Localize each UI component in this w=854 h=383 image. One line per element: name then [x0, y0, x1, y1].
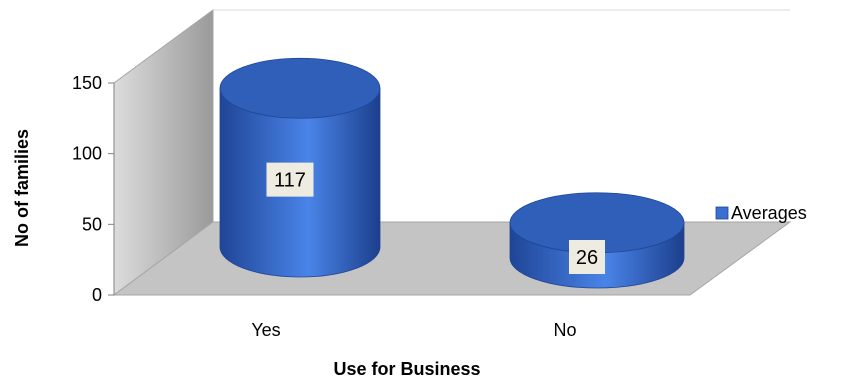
legend: Averages: [715, 203, 807, 223]
bar-top: [219, 57, 381, 119]
legend-swatch: [715, 206, 729, 220]
data-label-box: [569, 240, 605, 274]
legend-label: Averages: [731, 203, 807, 223]
data-label: 117: [274, 170, 306, 192]
y-tick-label: 100: [72, 144, 102, 164]
data-label: 26: [576, 247, 598, 269]
x-axis-ticks: Yes No: [251, 320, 576, 340]
x-tick-label: Yes: [251, 320, 280, 340]
x-axis-title: Use for Business: [333, 359, 480, 379]
x-tick-label: No: [553, 320, 576, 340]
y-tick-label: 50: [82, 214, 102, 234]
y-tick-label: 150: [72, 73, 102, 93]
floor: [112, 221, 792, 296]
y-axis-ticks: 0 50 100 150: [72, 73, 114, 305]
y-tick-label: 0: [92, 285, 102, 305]
bar-no: 26: [509, 192, 685, 289]
bar-yes: 117: [219, 57, 381, 278]
y-axis-title: No of families: [12, 129, 32, 247]
data-label-box: [266, 162, 314, 197]
bars: 117 26: [219, 57, 685, 289]
